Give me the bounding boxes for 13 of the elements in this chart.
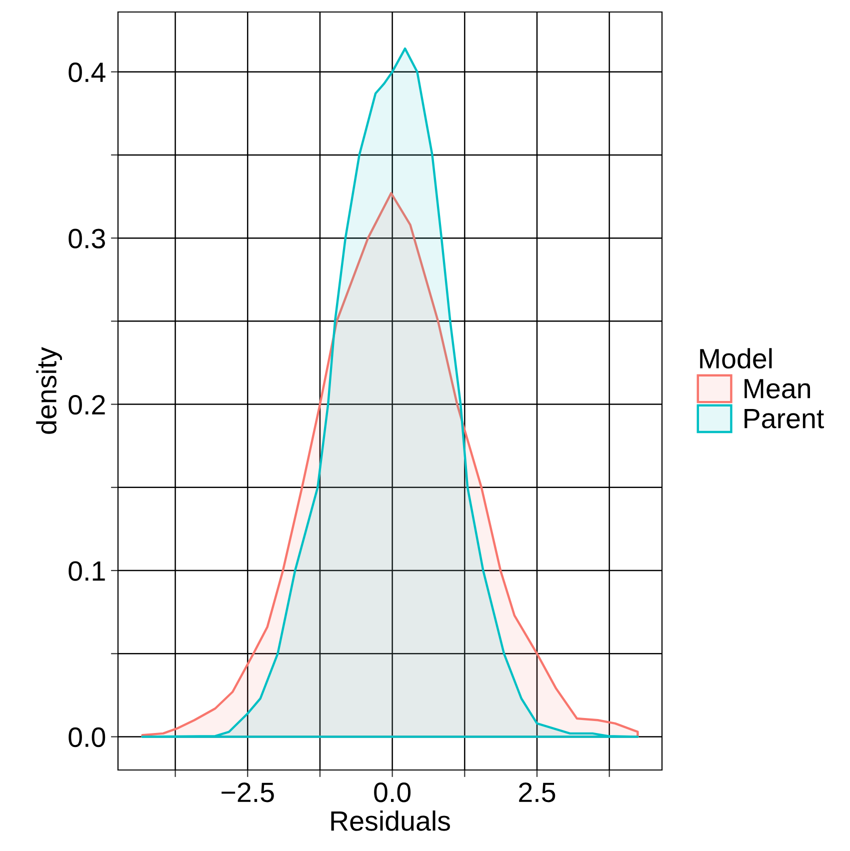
legend-title: Model <box>700 348 772 369</box>
y-tick-label: 0.1 <box>68 561 105 581</box>
y-tick-label: 0.4 <box>68 62 106 82</box>
y-tick-label: 0.2 <box>68 394 105 415</box>
y-axis-title: density <box>36 347 62 434</box>
x-tick-label: 2.5 <box>519 782 556 802</box>
x-axis-title: Residuals <box>331 810 450 831</box>
y-tick-label: 0.3 <box>68 228 105 248</box>
legend-label: Parent <box>744 409 824 428</box>
y-tick-label: 0.0 <box>68 727 106 748</box>
legend-label: Mean <box>744 379 810 398</box>
x-tick-label: −2.5 <box>222 782 274 802</box>
x-tick-label: 0.0 <box>374 782 411 802</box>
